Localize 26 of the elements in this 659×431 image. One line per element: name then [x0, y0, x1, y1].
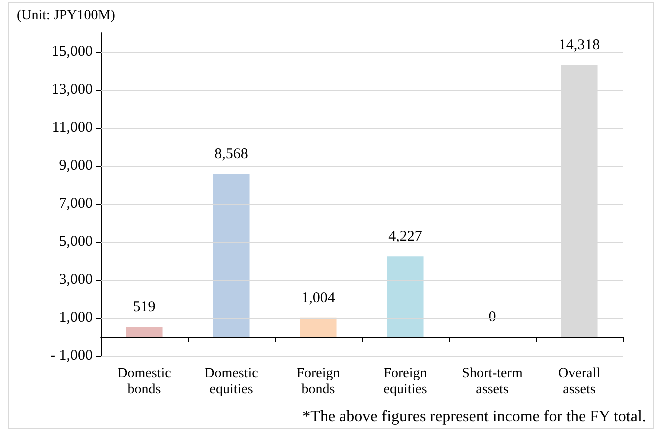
- bar: [126, 327, 163, 337]
- x-tick-label: Short-term assets: [462, 366, 523, 398]
- bar: [387, 256, 424, 337]
- bar: [300, 318, 337, 337]
- data-label: 4,227: [388, 229, 423, 246]
- text: *The above figures represent income for the FY total.: [302, 408, 646, 426]
- x-tick-label: Foreign equities: [384, 366, 428, 398]
- data-label: 1,004: [302, 290, 336, 306]
- x-tick-label: Foreign bonds: [296, 366, 340, 398]
- y-tick-label: 9,000: [59, 158, 93, 174]
- data-label: 8,568: [214, 146, 248, 163]
- bar: [213, 174, 250, 337]
- y-tick-label: 5,000: [59, 234, 93, 250]
- y-axis-title: (Unit: JPY100M): [17, 8, 116, 24]
- data-label: 14,318: [558, 37, 600, 54]
- data-label: 519: [133, 300, 156, 316]
- y-tick-label: - 1,000: [50, 348, 93, 364]
- y-tick-label: 3,000: [59, 272, 93, 288]
- x-tick-label: Domestic equities: [204, 366, 258, 398]
- y-tick-label: 13,000: [52, 82, 93, 98]
- y-tick-label: 7,000: [59, 196, 93, 212]
- y-tick-label: 15,000: [52, 44, 93, 60]
- x-tick-label: Overall assets: [558, 366, 601, 398]
- x-tick-label: Domestic bonds: [118, 366, 172, 398]
- y-tick-label: 1,000: [59, 310, 93, 326]
- y-tick-label: 11,000: [52, 120, 93, 136]
